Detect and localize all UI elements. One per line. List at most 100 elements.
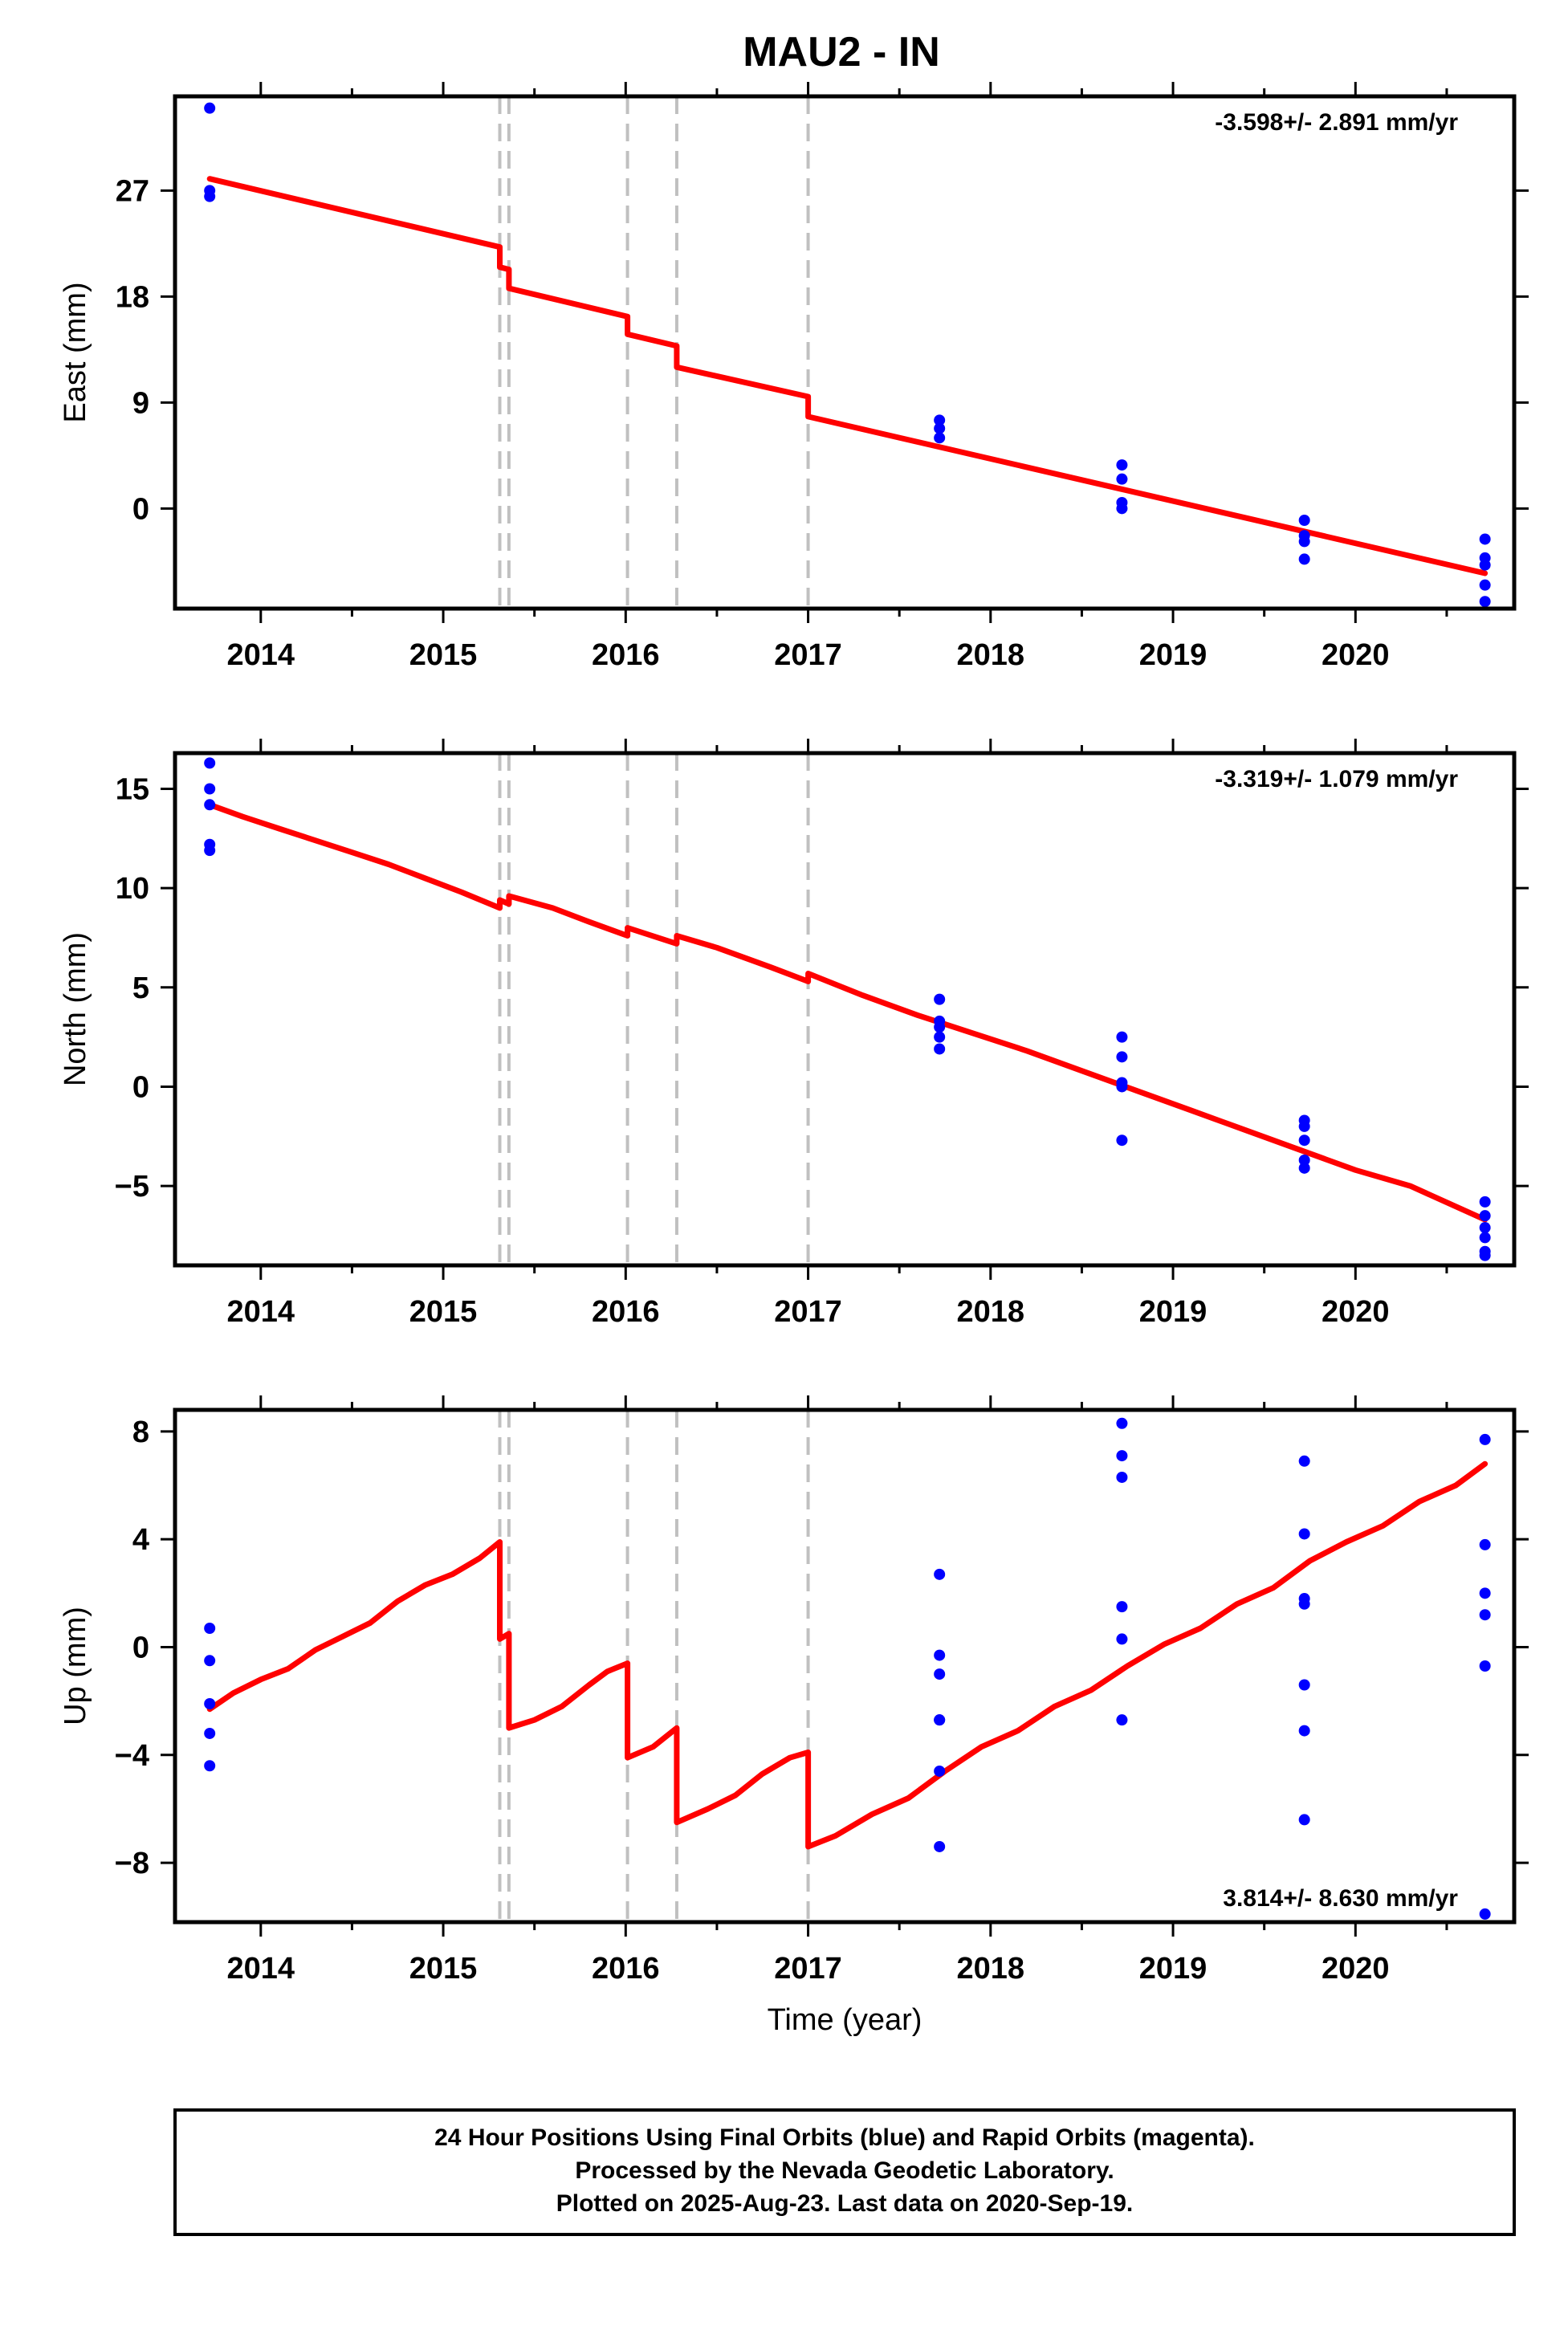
model-line	[206, 801, 1489, 1223]
data-point	[1479, 1660, 1491, 1672]
y-tick-label: 9	[132, 386, 149, 420]
data-point	[1116, 503, 1128, 515]
data-point	[1479, 1433, 1491, 1445]
data-point	[1298, 1814, 1310, 1826]
rate-label: 3.814+/- 8.630 mm/yr	[1223, 1885, 1458, 1912]
x-tick-label: 2014	[227, 1295, 295, 1329]
plot-frame	[173, 94, 1517, 611]
data-point	[934, 1568, 946, 1580]
x-tick-label: 2016	[592, 638, 660, 672]
x-tick-label: 2019	[1139, 1952, 1208, 1986]
y-axis-label: North (mm)	[59, 932, 92, 1086]
panels: 2014 2015 2016 2017 2018 2019 2020 0 9 18 27 East (…	[59, 82, 1529, 2037]
data-point	[1116, 1081, 1128, 1093]
data-point	[934, 432, 946, 444]
panel-1: 2014 2015 2016 2017 2018 2019 2020 0 9 18 27 East (…	[59, 82, 1529, 672]
data-point	[1298, 536, 1310, 548]
data-point	[1479, 596, 1491, 608]
y-tick-label: 8	[132, 1416, 149, 1449]
data-point	[1298, 1679, 1310, 1691]
data-point	[204, 757, 216, 769]
data-point	[204, 1760, 216, 1772]
data-point	[1116, 1450, 1128, 1462]
data-point	[1116, 1601, 1128, 1613]
model-line	[206, 1460, 1489, 1850]
x-axis-label: Time (year)	[768, 2003, 922, 2037]
y-tick-label: 0	[132, 1070, 149, 1104]
data-point	[1298, 1598, 1310, 1610]
x-tick-label: 2016	[592, 1952, 660, 1986]
data-point	[934, 1765, 946, 1777]
data-point	[1298, 1134, 1310, 1147]
x-tick-label: 2019	[1139, 638, 1208, 672]
rate-label: -3.598+/- 2.891 mm/yr	[1215, 109, 1458, 136]
footer-frame	[173, 2108, 1516, 2236]
y-tick-label: −5	[115, 1170, 149, 1204]
x-tick-label: 2014	[227, 638, 295, 672]
data-point	[1116, 473, 1128, 485]
x-tick-label: 2017	[774, 1952, 842, 1986]
data-point	[1116, 1417, 1128, 1429]
x-tick-label: 2018	[957, 1295, 1025, 1329]
data-point	[934, 1714, 946, 1726]
data-point	[934, 422, 946, 434]
x-tick-label: 2014	[227, 1952, 295, 1986]
y-tick-label: 4	[132, 1523, 149, 1557]
data-point	[204, 1655, 216, 1667]
x-tick-label: 2018	[957, 638, 1025, 672]
data-point	[1298, 1725, 1310, 1737]
x-tick-label: 2015	[409, 1952, 478, 1986]
data-point	[1479, 1908, 1491, 1920]
data-point	[1298, 1154, 1310, 1166]
data-point	[1116, 1714, 1128, 1726]
x-tick-label: 2017	[774, 1295, 842, 1329]
data-point	[1298, 515, 1310, 526]
footer-box: 24 Hour Positions Using Final Orbits (bl…	[173, 2108, 1516, 2236]
data-point	[1116, 1051, 1128, 1063]
data-point	[1298, 553, 1310, 565]
data-point	[1298, 1120, 1310, 1132]
data-point	[204, 1622, 216, 1634]
data-point	[1116, 1134, 1128, 1147]
x-tick-label: 2020	[1322, 1952, 1390, 1986]
data-point	[204, 799, 216, 811]
x-tick-label: 2018	[957, 1952, 1025, 1986]
data-point	[1116, 1633, 1128, 1645]
data-point	[1479, 533, 1491, 545]
panel-2: 2014 2015 2016 2017 2018 2019 2020 −5 0 5 10 15 Nort…	[59, 739, 1529, 1329]
plot-frame	[173, 1407, 1517, 1925]
data-point	[934, 1840, 946, 1852]
data-point	[204, 102, 216, 114]
data-point	[934, 1031, 946, 1043]
data-point	[934, 1649, 946, 1661]
plot-frame	[173, 751, 1517, 1268]
panel-3: 2014 2015 2016 2017 2018 2019 2020 −8 −4 0 4 8 Up (m…	[59, 1395, 1529, 2037]
y-tick-label: 18	[116, 280, 149, 314]
data-point	[1479, 1587, 1491, 1599]
data-point	[204, 1698, 216, 1710]
data-point	[1479, 1609, 1491, 1621]
data-point	[204, 1727, 216, 1739]
footer-line-1: 24 Hour Positions Using Final Orbits (bl…	[434, 2124, 1255, 2151]
data-point	[1479, 559, 1491, 571]
data-point	[934, 1043, 946, 1055]
y-tick-label: 15	[116, 773, 149, 807]
x-tick-label: 2017	[774, 638, 842, 672]
x-tick-label: 2020	[1322, 638, 1390, 672]
data-point	[1479, 1249, 1491, 1261]
data-point	[1116, 1031, 1128, 1043]
data-point	[1116, 1471, 1128, 1483]
data-point	[1479, 1538, 1491, 1550]
data-point	[1479, 1196, 1491, 1208]
x-tick-label: 2020	[1322, 1295, 1390, 1329]
model-line	[206, 176, 1489, 576]
x-tick-label: 2019	[1139, 1295, 1208, 1329]
data-point	[204, 190, 216, 202]
data-point	[934, 993, 946, 1005]
rate-label: -3.319+/- 1.079 mm/yr	[1215, 766, 1458, 792]
data-point	[1479, 1232, 1491, 1244]
x-tick-label: 2015	[409, 638, 478, 672]
data-point	[204, 845, 216, 857]
y-tick-label: −4	[115, 1739, 149, 1773]
